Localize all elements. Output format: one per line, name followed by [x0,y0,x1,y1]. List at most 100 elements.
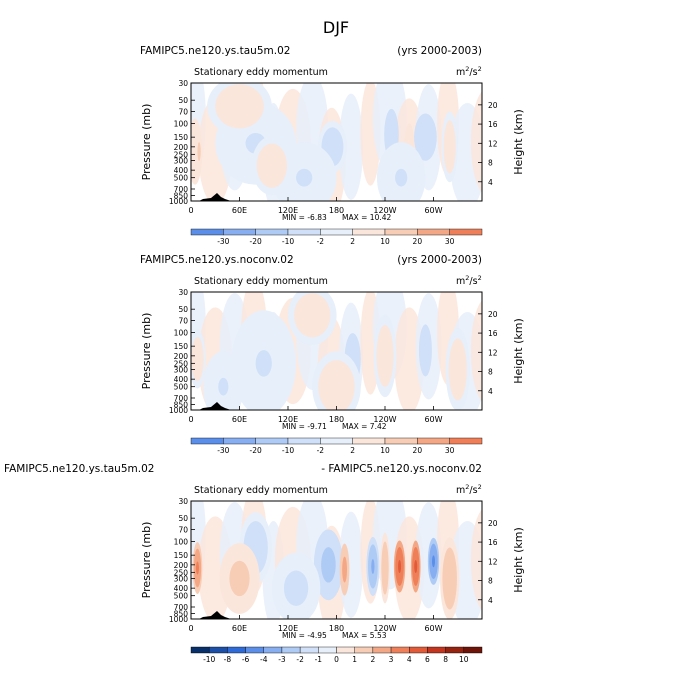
colorbar-box [190,646,210,654]
years-title: - FAMIPC5.ne120.ys.noconv.02 [321,463,482,475]
colorbar-box [320,228,353,236]
colorbar-box [354,646,374,654]
x-tick-label: 60W [424,206,442,215]
colorbar-label: -20 [250,446,262,455]
y-tick-label: 50 [178,96,188,105]
x-tick-label: 60E [232,624,247,633]
y-tick-label: 150 [174,551,189,560]
y-tick-label: 50 [178,514,188,523]
y-tick-label: 700 [174,394,189,403]
x-tick-label: 60W [424,624,442,633]
y-tick-label: 400 [174,584,189,593]
height-tick-label: 20 [488,310,498,319]
max-label: MAX = 10.42 [342,213,391,222]
colorbar-box [445,646,465,654]
colorbar-label: -30 [217,446,229,455]
x-tick-label: 120W [373,415,396,424]
y-tick-label: 1000 [169,615,188,624]
contour-blob [371,559,375,574]
y-tick-label: 850 [174,192,189,201]
y-tick-label: 400 [174,166,189,175]
contour-blob [389,128,394,142]
colorbar-box [318,646,337,654]
y-axis-right-label: Height (km) [512,318,525,384]
field-stripe [470,91,482,193]
years-title: (yrs 2000-2003) [397,45,482,57]
colorbar-label: 10 [380,446,390,455]
contour-blob [330,377,343,396]
y-tick-label: 200 [174,561,189,570]
case-title: FAMIPC5.ne120.ys.tau5m.02 [4,463,154,475]
case-title: FAMIPC5.ne120.ys.noconv.02 [140,254,294,266]
contour-blob [234,569,245,588]
contour-blob [195,351,200,367]
y-axis-label: Pressure (mb) [140,313,153,390]
plot-area [191,501,482,619]
colorbar-label: 20 [413,237,423,246]
contour-blob [383,559,387,577]
colorbar-label: -2 [317,446,325,455]
y-axis-label: Pressure (mb) [140,104,153,181]
colorbar-box [287,437,321,445]
colorbar-label: -4 [260,655,268,664]
colorbar-label: -2 [317,237,325,246]
colorbar-label: -6 [242,655,250,664]
height-tick-label: 12 [488,557,498,566]
panel-3: FAMIPC5.ne120.ys.tau5m.02 - FAMIPC5.ne120… [4,463,525,664]
colorbar-box [190,228,224,236]
colorbar-label: 10 [380,237,390,246]
colorbar-label: -2 [296,655,304,664]
contour-blob [296,168,313,187]
contour-blob [328,140,337,154]
colorbar-box [281,646,301,654]
max-label: MAX = 5.53 [342,631,387,640]
contour-blob [324,555,333,574]
colorbar-box [390,646,410,654]
y-tick-label: 250 [174,150,189,159]
colorbar-box [384,228,418,236]
variable-label: Stationary eddy momentum [194,485,328,496]
y-tick-label: 70 [178,108,188,117]
y-tick-label: 850 [174,401,189,410]
height-tick-label: 16 [488,120,498,129]
height-tick-label: 20 [488,519,498,528]
colorbar-label: 1 [352,655,357,664]
contour-blob [447,137,452,156]
colorbar-label: 2 [350,446,355,455]
field-stripe [470,509,482,611]
contour-blob [432,555,435,568]
panel-1: FAMIPC5.ne120.ys.tau5m.02 (yrs 2000-2003)… [140,45,525,246]
colorbar-label: -1 [315,655,323,664]
units-label: m2/s2 [456,274,482,287]
colorbar-label: -3 [278,655,286,664]
colorbar-box [320,437,353,445]
colorbar-label: -30 [217,237,229,246]
height-tick-label: 8 [488,577,493,586]
height-tick-label: 12 [488,139,498,148]
min-label: MIN = -4.95 [282,631,327,640]
y-tick-label: 150 [174,133,189,142]
contour-blob [382,345,388,367]
y-tick-label: 50 [178,305,188,314]
case-title: FAMIPC5.ne120.ys.tau5m.02 [140,45,290,57]
y-tick-label: 500 [174,383,189,392]
colorbar-label: -8 [224,655,232,664]
y-tick-label: 300 [174,574,189,583]
height-tick-label: 12 [488,348,498,357]
height-tick-label: 16 [488,538,498,547]
colorbar-box [449,437,483,445]
y-tick-label: 850 [174,610,189,619]
colorbar-label: -10 [282,237,294,246]
height-tick-label: 8 [488,159,493,168]
contour-blob [343,563,347,577]
colorbar-label: 30 [445,446,455,455]
contour-blob [447,568,453,589]
height-tick-label: 4 [488,178,493,187]
contour-blob [218,377,229,396]
contour-blob [195,561,199,575]
x-tick-label: 0 [188,624,193,633]
contour-blob [197,146,201,157]
y-axis-label: Pressure (mb) [140,522,153,599]
max-label: MAX = 7.42 [342,422,387,431]
colorbar-box [409,646,428,654]
